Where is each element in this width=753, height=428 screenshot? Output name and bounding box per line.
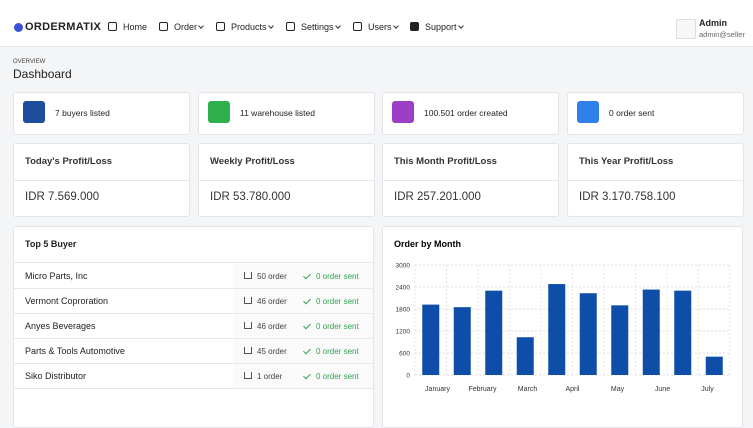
bar xyxy=(611,305,629,375)
order-sent: 0 order sent xyxy=(316,297,359,306)
x-tick-label: February xyxy=(468,386,497,393)
bar xyxy=(674,290,692,375)
nav-item[interactable]: Home xyxy=(123,22,148,32)
divider xyxy=(13,338,374,339)
logo: ORDERMATIX xyxy=(25,21,102,33)
avatar xyxy=(676,19,696,39)
y-tick-label: 2400 xyxy=(396,285,411,292)
row-side xyxy=(233,289,373,313)
chart: Order by Month 0 600 1200 1800 2400 3000 Januar… xyxy=(394,239,731,393)
profit-title: Weekly Profit/Loss xyxy=(210,156,295,167)
bar xyxy=(453,307,471,375)
profit-title: This Month Profit/Loss xyxy=(394,156,497,167)
order-sent: 0 order sent xyxy=(316,372,359,381)
nav-icon xyxy=(108,22,117,31)
chart-title: Order by Month xyxy=(394,239,461,249)
x-tick-label: June xyxy=(655,386,670,393)
row-side xyxy=(233,264,373,288)
profit-value: IDR 7.569.000 xyxy=(25,191,100,203)
buyer-name: Siko Distributor xyxy=(25,371,87,381)
divider xyxy=(13,262,374,263)
y-tick-label: 3000 xyxy=(396,263,411,270)
stat-label: 11 warehouse listed xyxy=(240,108,315,118)
user-email: admin@seller xyxy=(699,30,745,39)
page-title: Dashboard xyxy=(13,67,72,81)
y-tick-label: 0 xyxy=(406,373,410,380)
nav-item[interactable]: Support xyxy=(425,22,457,32)
y-tick-label: 1800 xyxy=(396,307,411,314)
logo-dot xyxy=(14,23,23,32)
cart-icon xyxy=(244,297,252,304)
stat-icon xyxy=(577,101,599,123)
profit-title: This Year Profit/Loss xyxy=(579,156,674,167)
order-count: 45 order xyxy=(257,347,287,356)
bar xyxy=(548,284,566,375)
divider xyxy=(382,180,559,181)
x-tick-label: January xyxy=(425,386,450,393)
bar xyxy=(642,289,660,375)
cart-icon xyxy=(244,322,252,329)
cart-icon xyxy=(244,347,252,354)
buyer-name: Anyes Beverages xyxy=(25,321,96,331)
profit-title: Today's Profit/Loss xyxy=(25,156,113,167)
nav-icon xyxy=(410,22,419,31)
row-side xyxy=(233,339,373,363)
nav-icon xyxy=(159,22,168,31)
x-tick-label: May xyxy=(611,386,625,393)
stat-label: 7 buyers listed xyxy=(55,108,110,118)
bar xyxy=(485,290,503,375)
user-name: Admin xyxy=(699,18,727,28)
order-sent: 0 order sent xyxy=(316,322,359,331)
order-count: 46 order xyxy=(257,297,287,306)
nav-icon xyxy=(353,22,362,31)
buyer-name: Parts & Tools Automotive xyxy=(25,346,125,356)
nav-icon xyxy=(216,22,225,31)
buyer-name: Vermont Coproration xyxy=(25,296,109,306)
stat-icon xyxy=(23,101,45,123)
y-tick-label: 1200 xyxy=(396,329,411,336)
stat-label: 100.501 order created xyxy=(424,108,508,118)
order-count: 46 order xyxy=(257,322,287,331)
nav-item[interactable]: Order xyxy=(174,22,198,32)
nav-icon xyxy=(286,22,295,31)
profit-value: IDR 53.780.000 xyxy=(210,191,291,203)
bar xyxy=(579,293,597,375)
cart-icon xyxy=(244,372,252,379)
divider xyxy=(13,388,374,389)
x-tick-label: March xyxy=(518,386,538,393)
divider xyxy=(13,180,190,181)
nav-item[interactable]: Settings xyxy=(301,22,334,32)
y-tick-label: 600 xyxy=(399,351,410,358)
profit-value: IDR 3.170.758.100 xyxy=(579,191,676,203)
stat-icon xyxy=(392,101,414,123)
profit-value: IDR 257.201.000 xyxy=(394,191,481,203)
row-side xyxy=(233,364,373,388)
bar xyxy=(516,337,534,375)
nav-item[interactable]: Users xyxy=(368,22,392,32)
divider xyxy=(198,180,375,181)
panel-title: Top 5 Buyer xyxy=(25,239,77,249)
divider xyxy=(13,313,374,314)
buyer-name: Micro Parts, Inc xyxy=(25,271,88,281)
cart-icon xyxy=(244,272,252,279)
row-side xyxy=(233,314,373,338)
order-count: 1 order xyxy=(257,372,283,381)
header-bar xyxy=(0,0,753,47)
divider xyxy=(13,363,374,364)
bar xyxy=(422,304,440,375)
divider xyxy=(567,180,744,181)
stat-label: 0 order sent xyxy=(609,108,655,118)
bar xyxy=(705,356,723,375)
x-tick-label: July xyxy=(701,386,714,393)
order-sent: 0 order sent xyxy=(316,347,359,356)
order-sent: 0 order sent xyxy=(316,272,359,281)
x-tick-label: April xyxy=(565,386,579,393)
divider xyxy=(13,288,374,289)
overline: OVERVIEW xyxy=(13,59,46,65)
order-count: 50 order xyxy=(257,272,287,281)
nav-item[interactable]: Products xyxy=(231,22,267,32)
stat-icon xyxy=(208,101,230,123)
